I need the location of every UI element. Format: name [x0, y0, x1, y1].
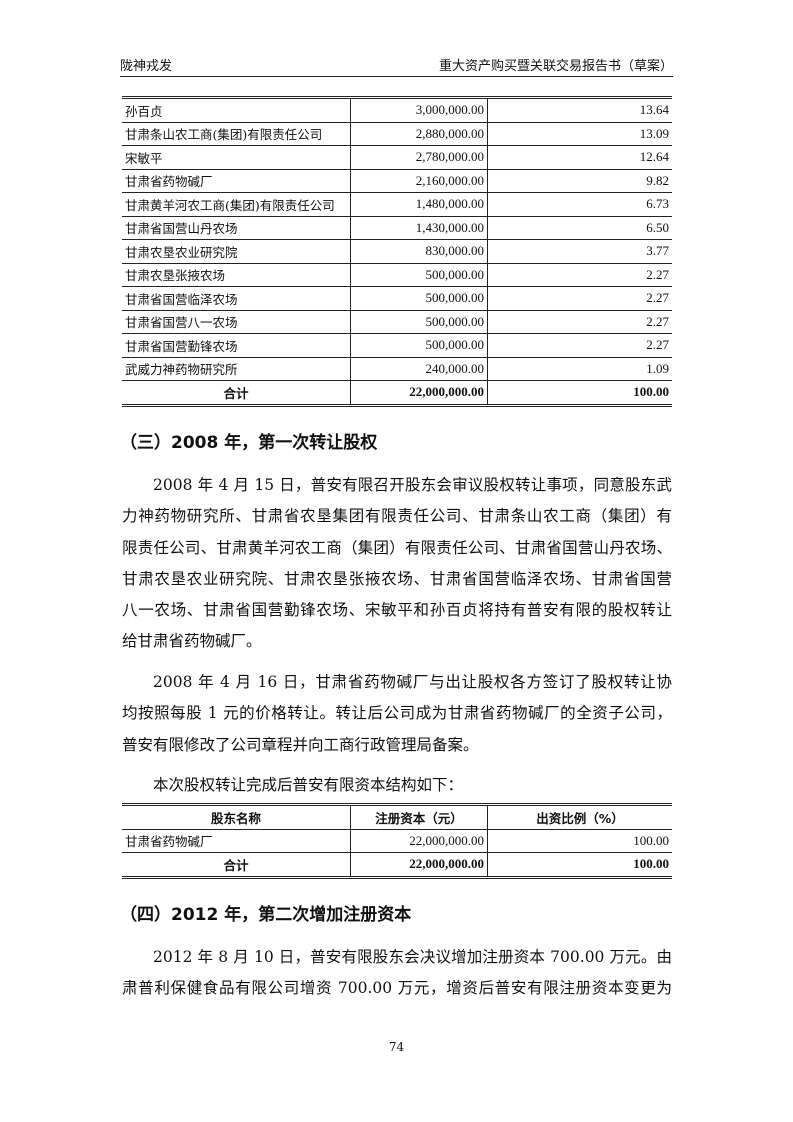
registered-capital-cell: 22,000,000.00: [350, 829, 488, 853]
page-number: 74: [388, 1040, 405, 1054]
ratio-cell: 2.27: [487, 333, 672, 358]
registered-capital-cell: 注册资本（元）: [350, 804, 488, 830]
registered-capital-cell: 500,000.00: [350, 286, 488, 311]
shareholder-name-cell: 合计: [122, 852, 351, 878]
registered-capital-cell: 2,160,000.00: [350, 169, 488, 193]
total-row: 合计 22,000,000.00 100.00: [122, 380, 672, 406]
shareholder-name-cell: 甘肃条山农工商(集团)有限责任公司: [122, 122, 351, 146]
text-line: 本次股权转让完成后普安有限资本结构如下：: [153, 776, 464, 794]
section-4-paragraph-1: 2012 年 8 月 10 日，普安有限股东会决议增加注册资本 700.00 万…: [122, 942, 672, 1005]
registered-capital-cell: 240,000.00: [350, 357, 488, 381]
ratio-cell: 100.00: [487, 852, 672, 878]
registered-capital-cell: 500,000.00: [350, 333, 488, 358]
ratio-cell: 100.00: [487, 380, 672, 406]
table-row: 甘肃省药物碱厂 22,000,000.00 100.00: [122, 829, 672, 853]
ratio-cell: 9.82: [487, 169, 672, 193]
table-row: 甘肃省国营八一农场 500,000.00 2.27: [122, 310, 672, 334]
ratio-cell: 2.27: [487, 263, 672, 287]
shareholder-name-cell: 甘肃农垦张掖农场: [122, 263, 351, 287]
table-row: 甘肃农垦农业研究院 830,000.00 3.77: [122, 239, 672, 264]
table-row: 宋敏平 2,780,000.00 12.64: [122, 145, 672, 170]
text-line: 2008 年 4 月 15 日，普安有限召开股东会审议股权转让事项，同意股东武威: [153, 476, 672, 494]
table-row: 甘肃省国营临泽农场 500,000.00 2.27: [122, 286, 672, 311]
text-line: 2008 年 4 月 16 日，甘肃省药物碱厂与出让股权各方签订了股权转让协议，: [153, 673, 672, 691]
page-header: 陇神戎发 重大资产购买暨关联交易报告书（草案）: [120, 52, 673, 77]
section-3-paragraph-1: 2008 年 4 月 15 日，普安有限召开股东会审议股权转让事项，同意股东武威…: [122, 470, 672, 658]
table-row: 甘肃省国营勤锋农场 500,000.00 2.27: [122, 333, 672, 358]
registered-capital-cell: 500,000.00: [350, 263, 488, 287]
header-row: 股东名称 注册资本（元） 出资比例（%）: [122, 804, 672, 830]
text-line: 肃普利保健食品有限公司增资 700.00 万元，增资后普安有限注册资本变更为: [122, 979, 672, 998]
registered-capital-cell: 1,480,000.00: [350, 192, 488, 217]
registered-capital-cell: 1,430,000.00: [350, 216, 488, 240]
text-line: 甘肃农垦农业研究院、甘肃农垦张掖农场、甘肃省国营临泽农场、甘肃省国营: [122, 569, 672, 588]
shareholder-name-cell: 甘肃省药物碱厂: [122, 169, 351, 193]
ratio-cell: 2.27: [487, 286, 672, 311]
ratio-cell: 6.50: [487, 216, 672, 240]
table-row: 甘肃条山农工商(集团)有限责任公司 2,880,000.00 13.09: [122, 122, 672, 146]
registered-capital-cell: 22,000,000.00: [350, 852, 488, 878]
shareholder-name-cell: 武威力神药物研究所: [122, 357, 351, 381]
ratio-cell: 13.64: [487, 97, 672, 123]
text-line: 八一农场、甘肃省国营勤锋农场、宋敏平和孙百贞将持有普安有限的股权转让: [122, 601, 672, 620]
text-line: 2012 年 8 月 10 日，普安有限股东会决议增加注册资本 700.00 万…: [153, 948, 672, 966]
header-company: 陇神戎发: [120, 59, 173, 74]
text-line: 均按照每股 1 元的价格转让。转让后公司成为甘肃省药物碱厂的全资子公司，: [122, 704, 672, 723]
registered-capital-cell: 830,000.00: [350, 239, 488, 264]
ratio-cell: 1.09: [487, 357, 672, 381]
shareholder-name-cell: 宋敏平: [122, 145, 351, 170]
shareholder-name-cell: 合计: [122, 380, 351, 406]
shareholder-name-cell: 甘肃省国营临泽农场: [122, 286, 351, 311]
table-row: 甘肃省药物碱厂 2,160,000.00 9.82: [122, 169, 672, 193]
ratio-cell: 100.00: [487, 829, 672, 853]
shareholder-name-cell: 股东名称: [122, 804, 351, 830]
ratio-cell: 3.77: [487, 239, 672, 264]
registered-capital-cell: 3,000,000.00: [350, 97, 488, 123]
shareholder-name-cell: 甘肃省国营勤锋农场: [122, 333, 351, 358]
shareholder-name-cell: 甘肃省国营山丹农场: [122, 216, 351, 240]
section-3-paragraph-3: 本次股权转让完成后普安有限资本结构如下：: [122, 770, 672, 801]
table-row: 孙百贞 3,000,000.00 13.64: [122, 97, 672, 123]
text-line: 限责任公司、甘肃黄羊河农工商（集团）有限责任公司、甘肃省国营山丹农场、: [122, 538, 672, 557]
ratio-cell: 13.09: [487, 122, 672, 146]
header-doc-title: 重大资产购买暨关联交易报告书（草案）: [438, 59, 673, 74]
shareholder-name-cell: 甘肃省药物碱厂: [122, 829, 351, 853]
text-line: 给甘肃省药物碱厂。: [122, 632, 262, 651]
text-line: 普安有限修改了公司章程并向工商行政管理局备案。: [122, 735, 479, 754]
registered-capital-cell: 2,880,000.00: [350, 122, 488, 146]
table-row: 武威力神药物研究所 240,000.00 1.09: [122, 357, 672, 381]
shareholder-table-before: 孙百贞 3,000,000.00 13.64 甘肃条山农工商(集团)有限责任公司 2,8…: [122, 96, 672, 407]
registered-capital-cell: 22,000,000.00: [350, 380, 488, 406]
ratio-cell: 2.27: [487, 310, 672, 334]
shareholder-table-after: 股东名称 注册资本（元） 出资比例（%） 甘肃省药物碱厂 22,000,000.00 10…: [122, 803, 672, 879]
section-3-paragraph-2: 2008 年 4 月 16 日，甘肃省药物碱厂与出让股权各方签订了股权转让协议，…: [122, 667, 672, 761]
shareholder-name-cell: 孙百贞: [122, 97, 351, 123]
section-4-heading: （四）2012 年，第二次增加注册资本: [120, 905, 412, 925]
shareholder-name-cell: 甘肃农垦农业研究院: [122, 239, 351, 264]
table-row: 甘肃黄羊河农工商(集团)有限责任公司 1,480,000.00 6.73: [122, 192, 672, 217]
registered-capital-cell: 2,780,000.00: [350, 145, 488, 170]
section-3-heading: （三）2008 年，第一次转让股权: [120, 433, 378, 453]
shareholder-name-cell: 甘肃省国营八一农场: [122, 310, 351, 334]
ratio-cell: 12.64: [487, 145, 672, 170]
table-row: 甘肃农垦张掖农场 500,000.00 2.27: [122, 263, 672, 287]
ratio-cell: 6.73: [487, 192, 672, 217]
ratio-cell: 出资比例（%）: [487, 804, 672, 830]
table-row: 甘肃省国营山丹农场 1,430,000.00 6.50: [122, 216, 672, 240]
text-line: 力神药物研究所、甘肃省农垦集团有限责任公司、甘肃条山农工商（集团）有: [122, 507, 672, 526]
registered-capital-cell: 500,000.00: [350, 310, 488, 334]
shareholder-name-cell: 甘肃黄羊河农工商(集团)有限责任公司: [122, 192, 351, 217]
total-row: 合计 22,000,000.00 100.00: [122, 852, 672, 878]
